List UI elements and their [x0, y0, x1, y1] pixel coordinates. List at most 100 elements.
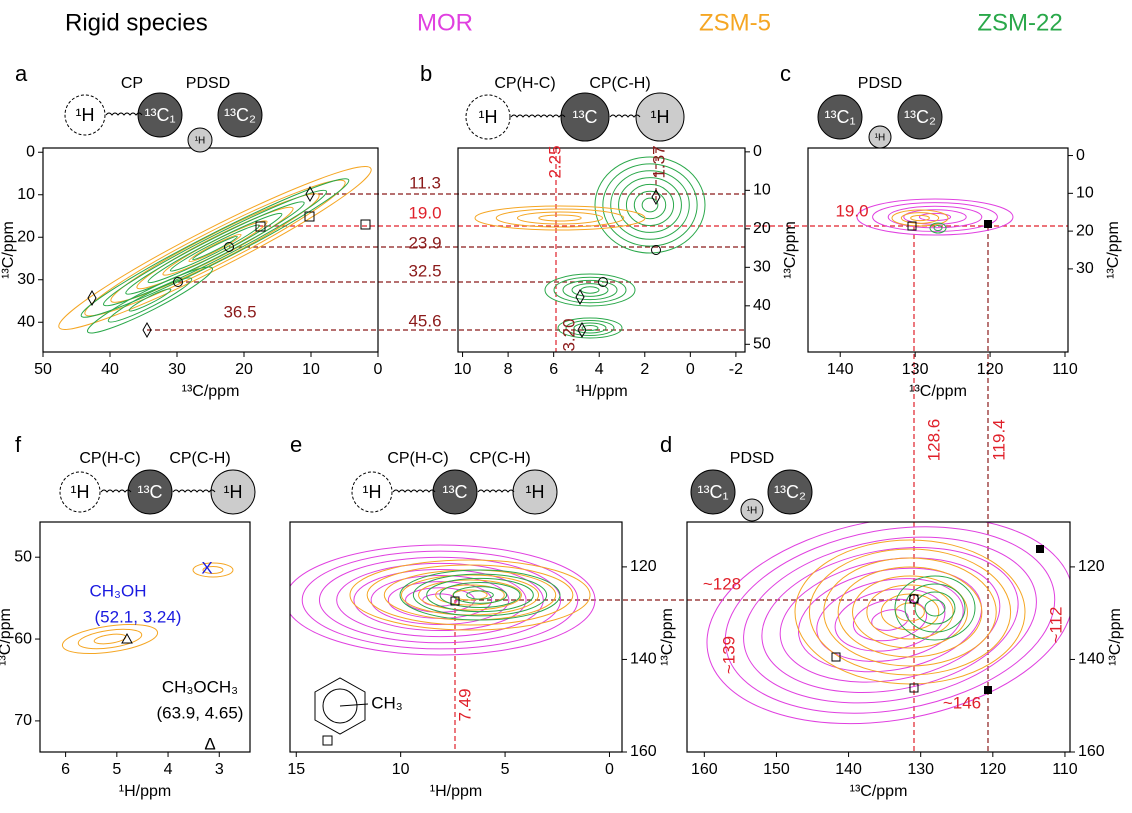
marker-square: [322, 735, 333, 746]
contour: [887, 205, 983, 229]
marker-square: [450, 596, 460, 606]
contour: [110, 193, 320, 303]
y-tick-label: 20: [1076, 222, 1094, 239]
nucleus: [767, 469, 813, 515]
nucleus: [897, 94, 943, 140]
nucleus: [817, 94, 863, 140]
y-tick-label: 0: [26, 143, 35, 160]
annotation: 19.0: [408, 203, 441, 222]
contour: [426, 577, 534, 613]
contour: [544, 273, 636, 307]
nucleus-label: ¹³C₂: [224, 105, 256, 125]
panel-letter: e: [290, 432, 302, 457]
y-tick-label: 10: [17, 186, 35, 203]
contour: [904, 583, 966, 633]
x-tick-label: 15: [287, 761, 305, 778]
contours: [58, 166, 372, 334]
nucleus: [512, 469, 558, 515]
contour: [353, 568, 527, 632]
contour: [633, 190, 667, 220]
x-axis-label: ¹³C/ppm: [850, 783, 908, 800]
annotation: X: [201, 558, 212, 577]
annotation: ~146: [943, 693, 981, 712]
nucleus: [560, 92, 610, 142]
x-tick-label: 160: [691, 761, 718, 778]
y-tick-label: 120: [630, 558, 657, 575]
contour: [856, 198, 1014, 236]
contour: [93, 633, 127, 645]
benzene-ring: [314, 677, 366, 735]
nucleus-label: ¹H: [71, 482, 90, 502]
panel-letter: d: [660, 432, 672, 457]
contour: [724, 526, 1056, 714]
contour: [58, 166, 372, 330]
contour: [581, 325, 599, 331]
nucleus: [217, 92, 263, 138]
contour: [794, 539, 1026, 685]
contour: [914, 591, 956, 625]
x-tick-label: 0: [374, 361, 383, 378]
contour: [808, 548, 1012, 676]
annotation: (63.9, 4.65): [157, 703, 244, 722]
contour: [466, 590, 494, 600]
contour: [538, 214, 582, 222]
contour: [929, 222, 947, 234]
panel-letter: c: [780, 61, 791, 86]
panel-letter: f: [15, 432, 22, 457]
x-tick-label: 20: [235, 361, 253, 378]
y-axis-label: ¹³C/ppm: [659, 608, 676, 666]
contour: [188, 233, 242, 263]
x-axis-label: ¹³C/ppm: [182, 383, 240, 400]
y-tick-label: 140: [630, 651, 657, 668]
pulse-label: PDSD: [858, 75, 902, 92]
transfer-wave: [105, 112, 143, 116]
annotation: 128.6: [924, 419, 943, 462]
pulse-label: CP(C-H): [469, 450, 530, 467]
y-tick-label: 20: [17, 228, 35, 245]
contour: [797, 567, 983, 673]
nucleus-label: ¹H: [76, 105, 95, 125]
contour: [336, 562, 544, 638]
benzene-circle: [322, 688, 358, 724]
x-tick-label: 30: [168, 361, 186, 378]
contour: [102, 189, 328, 307]
nucleus: [432, 469, 478, 515]
contour: [125, 201, 305, 295]
annotation: CH₃: [371, 693, 402, 712]
annotation: 3.20: [559, 318, 578, 351]
contours: [856, 198, 1014, 236]
marker-filled: [984, 686, 992, 694]
nucleus: [210, 469, 256, 515]
contour: [602, 163, 698, 247]
nucleus-label: ¹H: [195, 136, 206, 147]
nucleus: [465, 94, 511, 140]
y-axis-label: ¹³C/ppm: [1105, 221, 1122, 279]
y-tick-label: 120: [1078, 558, 1105, 575]
y-tick-label: 140: [1078, 651, 1105, 668]
annotation: ~112: [1046, 606, 1065, 643]
methyl-bond: [339, 703, 369, 707]
contour: [852, 575, 968, 649]
x-axis-label: ¹H/ppm: [119, 783, 171, 800]
marker-square: [909, 594, 919, 604]
contour: [349, 559, 591, 631]
marker-circle: [651, 245, 661, 255]
contour: [903, 209, 967, 225]
x-tick-label: 4: [595, 361, 604, 378]
marker-circle: [173, 277, 183, 287]
marker-diamond: [142, 321, 152, 339]
contour: [202, 566, 224, 574]
x-tick-label: 4: [164, 761, 173, 778]
nucleus: [740, 498, 764, 522]
nucleus: [635, 92, 685, 142]
x-axis-label: ¹H/ppm: [430, 783, 482, 800]
nucleus: [64, 94, 106, 136]
transfer-wave: [477, 489, 515, 493]
marker-circle: [598, 277, 608, 287]
plot-frame: [289, 521, 623, 753]
y-axis-label: ¹³C/ppm: [0, 221, 17, 279]
contour: [837, 566, 983, 658]
contour: [924, 599, 946, 617]
x-tick-label: 140: [835, 761, 862, 778]
contour: [318, 556, 562, 644]
